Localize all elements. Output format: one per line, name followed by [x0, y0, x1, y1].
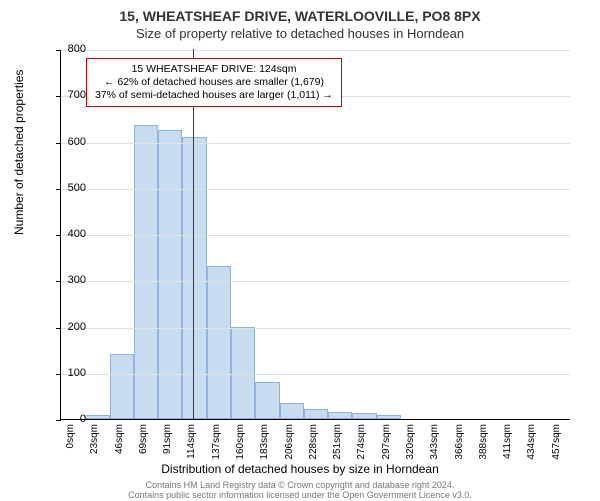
- y-axis-label: Number of detached properties: [12, 70, 26, 235]
- histogram-bar: [134, 125, 158, 419]
- y-tick-label: 400: [56, 228, 86, 240]
- x-tick-label: 46sqm: [114, 424, 125, 464]
- x-tick-label: 343sqm: [429, 424, 440, 464]
- histogram-bar: [110, 354, 134, 419]
- histogram-bar: [158, 130, 182, 419]
- page-title: 15, WHEATSHEAF DRIVE, WATERLOOVILLE, PO8…: [0, 0, 600, 24]
- histogram-bar: [328, 412, 352, 419]
- x-tick-label: 274sqm: [356, 424, 367, 464]
- y-tick-label: 600: [56, 136, 86, 148]
- x-tick-label: 320sqm: [405, 424, 416, 464]
- footer-line: Contains public sector information licen…: [0, 491, 600, 501]
- y-tick-label: 800: [56, 43, 86, 55]
- annotation-line: ← 62% of detached houses are smaller (1,…: [95, 76, 333, 89]
- histogram-bar: [182, 137, 206, 419]
- chart-subtitle: Size of property relative to detached ho…: [0, 24, 600, 41]
- chart-container: 15, WHEATSHEAF DRIVE, WATERLOOVILLE, PO8…: [0, 0, 600, 500]
- y-tick-label: 100: [56, 367, 86, 379]
- histogram-bar: [207, 266, 231, 419]
- x-tick-label: 366sqm: [454, 424, 465, 464]
- x-tick-label: 297sqm: [381, 424, 392, 464]
- x-tick-label: 434sqm: [526, 424, 537, 464]
- x-tick-label: 228sqm: [308, 424, 319, 464]
- plot-area: 15 WHEATSHEAF DRIVE: 124sqm ← 62% of det…: [60, 50, 570, 420]
- histogram-bar: [280, 403, 304, 419]
- x-tick-label: 0sqm: [65, 424, 76, 464]
- x-tick-label: 69sqm: [138, 424, 149, 464]
- x-tick-label: 206sqm: [284, 424, 295, 464]
- x-tick-label: 137sqm: [211, 424, 222, 464]
- x-tick-label: 183sqm: [259, 424, 270, 464]
- y-tick-label: 700: [56, 89, 86, 101]
- histogram-bar: [304, 409, 328, 419]
- annotation-line: 15 WHEATSHEAF DRIVE: 124sqm: [95, 63, 333, 76]
- x-tick-label: 160sqm: [235, 424, 246, 464]
- histogram-bar: [377, 415, 401, 419]
- histogram-bar: [231, 327, 255, 420]
- x-tick-label: 411sqm: [502, 424, 513, 464]
- annotation-line: 37% of semi-detached houses are larger (…: [95, 89, 333, 102]
- x-tick-label: 23sqm: [89, 424, 100, 464]
- annotation-box: 15 WHEATSHEAF DRIVE: 124sqm ← 62% of det…: [86, 58, 342, 107]
- x-axis-label: Distribution of detached houses by size …: [0, 462, 600, 476]
- y-tick-label: 300: [56, 274, 86, 286]
- y-tick-label: 500: [56, 182, 86, 194]
- histogram-bar: [255, 382, 279, 419]
- x-tick-label: 114sqm: [186, 424, 197, 464]
- histogram-bar: [85, 415, 109, 419]
- y-tick-label: 200: [56, 321, 86, 333]
- x-tick-label: 388sqm: [478, 424, 489, 464]
- x-tick-label: 91sqm: [162, 424, 173, 464]
- x-tick-label: 457sqm: [551, 424, 562, 464]
- histogram-bar: [352, 413, 376, 419]
- x-tick-label: 251sqm: [332, 424, 343, 464]
- footer-attribution: Contains HM Land Registry data © Crown c…: [0, 481, 600, 501]
